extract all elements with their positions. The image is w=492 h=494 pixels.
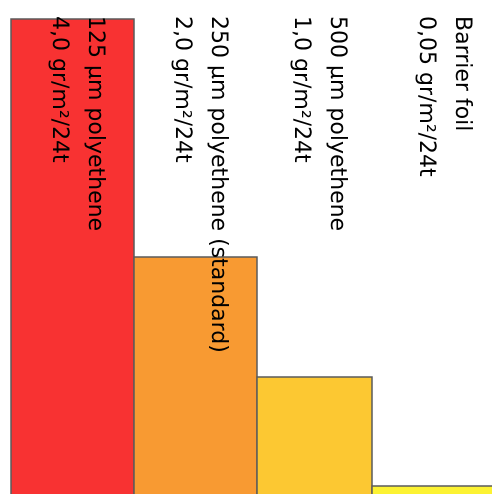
category-label-4: Barrier foil: [450, 16, 475, 131]
bar-2: [134, 257, 257, 494]
value-label-1: 4,0 gr/m²/24t: [47, 16, 72, 163]
value-label-3: 1,0 gr/m²/24t: [289, 16, 314, 163]
category-label-3: 500 µm polyethene: [325, 16, 350, 231]
bar-3: [257, 377, 372, 494]
category-label-2: 250 µm polyethene (standard): [206, 16, 231, 353]
bar-4: [372, 486, 492, 494]
category-label-1: 125 µm polyethene: [83, 16, 108, 231]
bar-label-group-4: Barrier foil 0,05 gr/m²/24t: [414, 16, 475, 177]
value-label-2: 2,0 gr/m²/24t: [170, 16, 195, 163]
value-label-4: 0,05 gr/m²/24t: [414, 16, 439, 177]
bar-label-group-3: 500 µm polyethene 1,0 gr/m²/24t: [289, 16, 350, 231]
